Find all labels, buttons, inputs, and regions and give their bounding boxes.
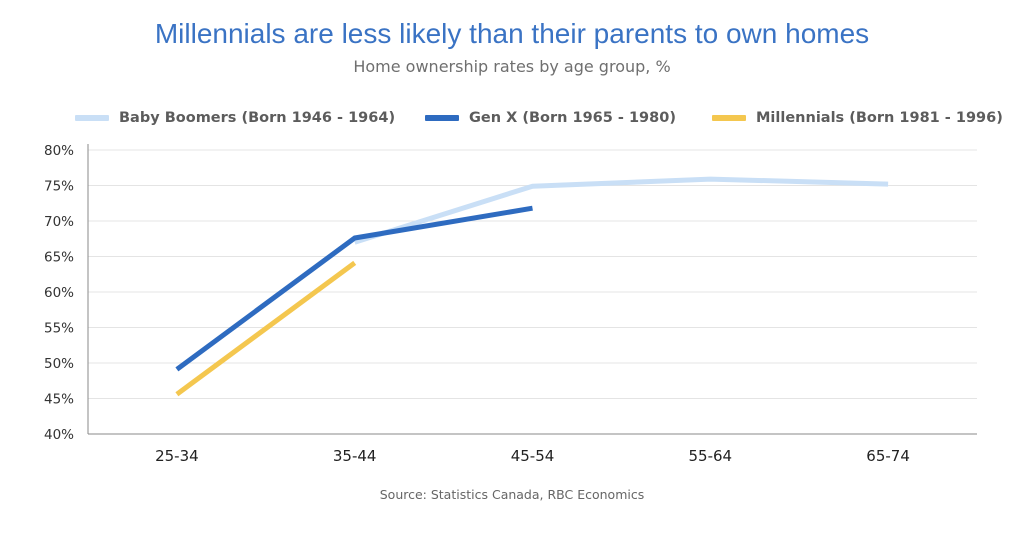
y-tick-label: 55% [44,321,74,337]
chart-title: Millennials are less likely than their p… [154,18,870,49]
x-tick-label: 25-34 [155,447,199,465]
legend-swatch-baby-boomers [75,115,109,121]
legend-label-millennials: Millennials (Born 1981 - 1996) [756,110,1003,126]
series-line-1 [175,205,533,372]
legend-swatch-millennials [712,115,746,121]
series-line-0 [353,176,889,245]
legend-swatch-gen-x [425,115,459,121]
x-tick-label: 35-44 [333,447,377,465]
legend-label-gen-x: Gen X (Born 1965 - 1980) [469,110,676,126]
x-tick-label: 65-74 [866,447,910,465]
series-line-2 [175,260,357,397]
source-note: Source: Statistics Canada, RBC Economics [379,487,645,502]
x-tick-label: 55-64 [689,447,733,465]
chart-subtitle: Home ownership rates by age group, % [353,57,671,76]
x-tick-label: 45-54 [511,447,555,465]
legend-item-millennials: Millennials (Born 1981 - 1996) [712,106,1003,130]
legend: Baby Boomers (Born 1946 - 1964) Gen X (B… [0,106,1024,130]
y-tick-label: 45% [44,392,74,408]
legend-item-baby-boomers: Baby Boomers (Born 1946 - 1964) [75,106,395,130]
y-tick-label: 50% [44,356,74,372]
y-tick-label: 75% [44,179,74,195]
y-tick-label: 65% [44,250,74,266]
y-tick-label: 80% [44,143,74,159]
legend-label-baby-boomers: Baby Boomers (Born 1946 - 1964) [119,110,396,126]
y-tick-label: 40% [44,427,74,443]
y-tick-label: 70% [44,214,74,230]
y-tick-label: 60% [44,285,74,301]
legend-item-gen-x: Gen X (Born 1965 - 1980) [425,106,676,130]
